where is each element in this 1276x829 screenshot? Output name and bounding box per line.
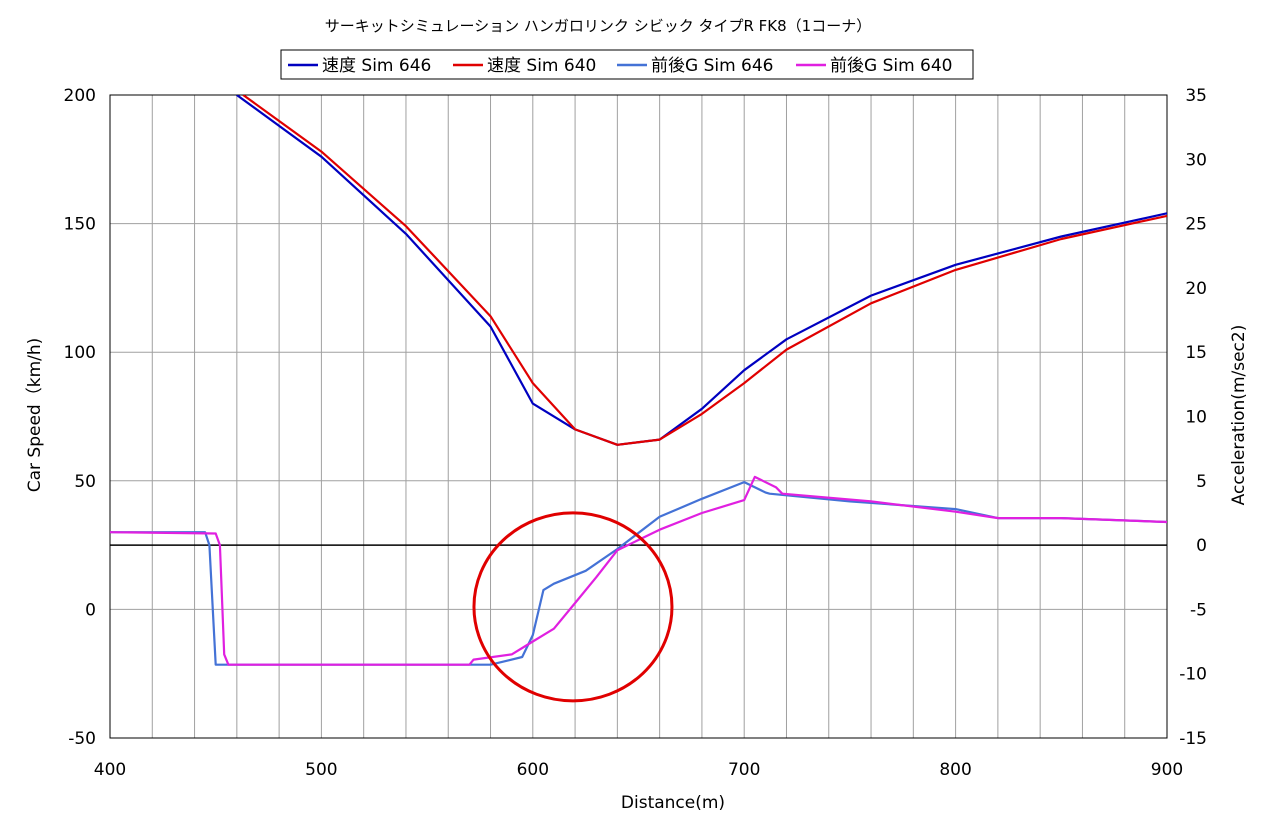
y-tick-label: 0: [85, 600, 96, 620]
plot-area-border: [109, 94, 1168, 739]
series-lines: [110, 95, 1167, 666]
series-line-3: [110, 481, 1167, 666]
y2-tick-label: 10: [1185, 408, 1207, 428]
y2-axis-label: Acceleration(m/sec2): [1229, 325, 1249, 506]
y2-tick-label: 5: [1196, 472, 1207, 492]
series-line-4: [110, 475, 1167, 666]
y2-tick-label: 20: [1185, 279, 1207, 299]
y-tick-labels: -50 0 50 100 150 200: [64, 86, 96, 749]
y2-tick-label: 35: [1185, 86, 1207, 106]
y2-tick-labels: -15 -10 -5 0 5 10 15 20 25 30 35: [1179, 86, 1207, 749]
x-tick-label: 800: [939, 760, 971, 780]
y2-tick-label: -5: [1190, 600, 1207, 620]
y-tick-label: 150: [64, 215, 96, 235]
x-axis-label: Distance(m): [621, 793, 725, 813]
y2-tick-label: 0: [1196, 536, 1207, 556]
y2-tick-label: 15: [1185, 343, 1207, 363]
x-tick-labels: 400 500 600 700 800 900: [94, 760, 1183, 780]
y2-tick-label: -15: [1179, 729, 1207, 749]
y-tick-label: 100: [64, 343, 96, 363]
legend-label: 速度 Sim 646: [322, 56, 431, 76]
legend: 速度 Sim 646 速度 Sim 640 前後G Sim 646 前後G Sim 6…: [280, 49, 974, 80]
legend-label: 前後G Sim 640: [830, 56, 953, 76]
y-tick-label: 200: [64, 86, 96, 106]
grid: [110, 95, 1167, 738]
y-tick-label: -50: [68, 729, 96, 749]
legend-label: 速度 Sim 640: [487, 56, 596, 76]
x-tick-label: 900: [1151, 760, 1183, 780]
y-axis-label: Car Speed（km/h): [25, 338, 45, 493]
x-tick-label: 500: [305, 760, 337, 780]
x-tick-label: 600: [517, 760, 549, 780]
legend-label: 前後G Sim 646: [651, 56, 774, 76]
y2-tick-label: 30: [1185, 150, 1207, 170]
y2-tick-label: -10: [1179, 665, 1207, 685]
series-line-2: [242, 95, 1167, 446]
chart-title: サーキットシミュレーション ハンガロリンク シビック タイプR FK8（1コーナ…: [325, 17, 871, 35]
y-tick-label: 50: [74, 472, 96, 492]
highlight-circle: [472, 511, 674, 703]
x-tick-label: 700: [728, 760, 760, 780]
y2-tick-label: 25: [1185, 215, 1207, 235]
x-tick-label: 400: [94, 760, 126, 780]
annotations: [472, 511, 674, 703]
